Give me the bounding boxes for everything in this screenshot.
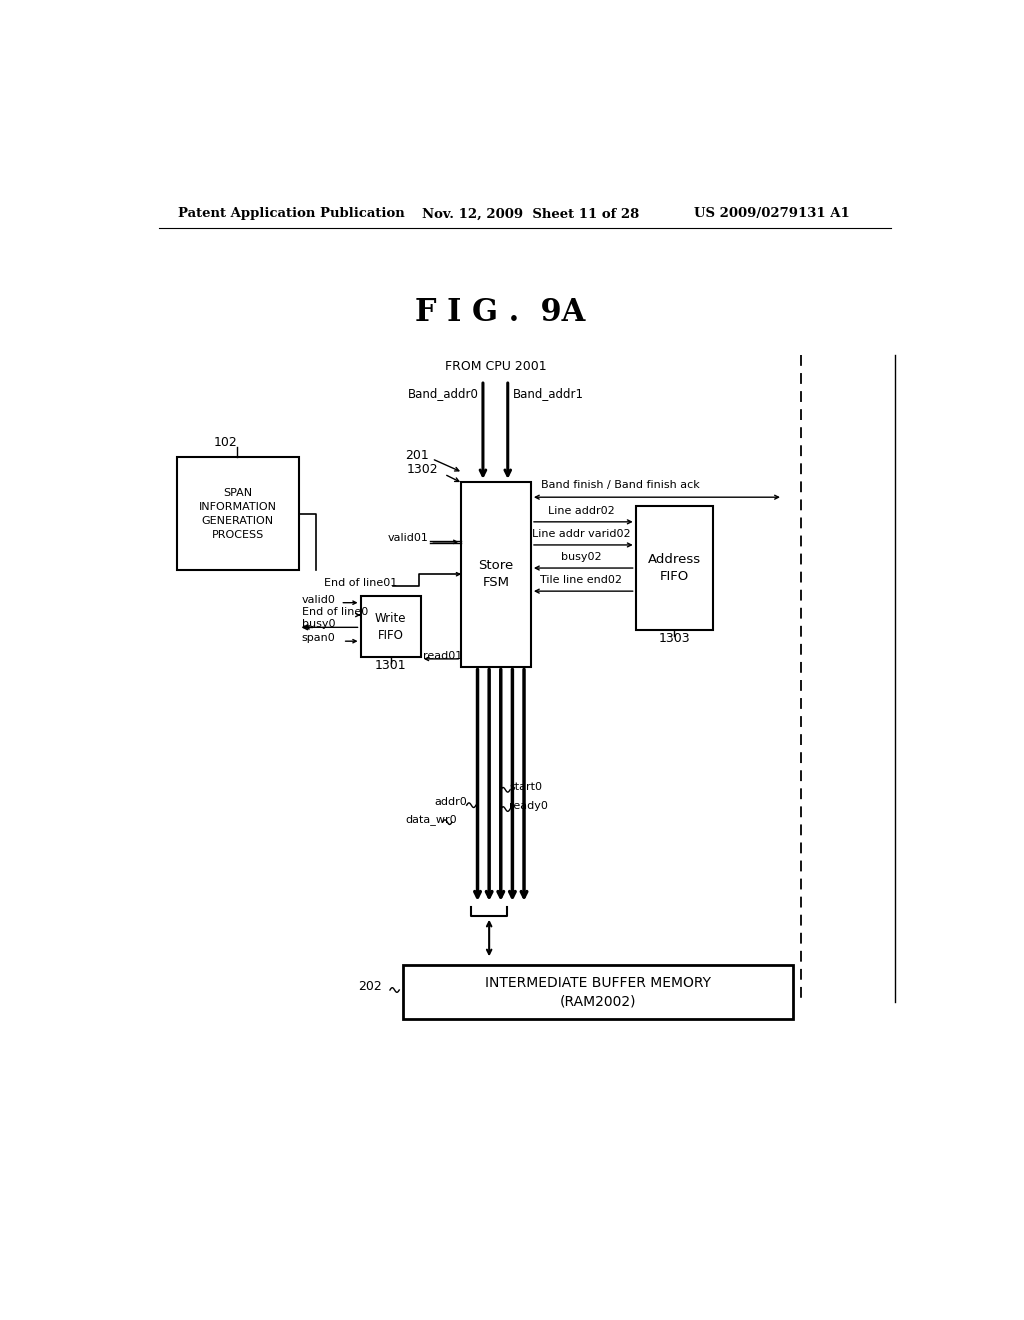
Text: start0: start0 <box>509 781 543 792</box>
Text: busy02: busy02 <box>561 552 602 562</box>
Text: F I G .  9A: F I G . 9A <box>415 297 585 327</box>
Text: Write
FIFO: Write FIFO <box>375 611 407 642</box>
Text: 202: 202 <box>358 979 382 993</box>
Text: 1303: 1303 <box>658 632 690 645</box>
Text: data_wr0: data_wr0 <box>406 814 457 825</box>
FancyBboxPatch shape <box>403 965 793 1019</box>
FancyBboxPatch shape <box>177 457 299 570</box>
Text: US 2009/0279131 A1: US 2009/0279131 A1 <box>693 207 850 220</box>
Text: FROM CPU 2001: FROM CPU 2001 <box>445 360 547 374</box>
FancyBboxPatch shape <box>636 507 713 631</box>
Text: Band finish / Band finish ack: Band finish / Band finish ack <box>541 480 699 490</box>
Text: INTERMEDIATE BUFFER MEMORY
(RAM2002): INTERMEDIATE BUFFER MEMORY (RAM2002) <box>485 975 711 1008</box>
Text: Line addr02: Line addr02 <box>548 506 614 516</box>
Text: Band_addr0: Band_addr0 <box>408 387 478 400</box>
Text: 1302: 1302 <box>407 462 438 475</box>
Text: 1301: 1301 <box>375 659 407 672</box>
Text: Address
FIFO: Address FIFO <box>648 553 701 583</box>
Text: End of line0: End of line0 <box>302 607 368 616</box>
Text: 102: 102 <box>213 436 237 449</box>
Text: read01: read01 <box>423 651 463 661</box>
FancyBboxPatch shape <box>461 482 531 667</box>
Text: busy0: busy0 <box>302 619 335 630</box>
Text: Tile line end02: Tile line end02 <box>541 576 623 586</box>
Text: 201: 201 <box>404 449 429 462</box>
Text: Store
FSM: Store FSM <box>478 560 514 589</box>
Text: ready0: ready0 <box>509 801 548 810</box>
Text: SPAN
INFORMATION
GENERATION
PROCESS: SPAN INFORMATION GENERATION PROCESS <box>199 488 276 540</box>
Text: Patent Application Publication: Patent Application Publication <box>178 207 406 220</box>
FancyBboxPatch shape <box>360 595 421 657</box>
Text: valid01: valid01 <box>388 533 429 543</box>
Text: End of line01: End of line01 <box>324 578 397 587</box>
Text: valid0: valid0 <box>302 595 336 605</box>
Text: Nov. 12, 2009  Sheet 11 of 28: Nov. 12, 2009 Sheet 11 of 28 <box>423 207 640 220</box>
Text: Line addr varid02: Line addr varid02 <box>532 529 631 540</box>
Text: span0: span0 <box>302 634 335 643</box>
Text: Band_addr1: Band_addr1 <box>512 387 584 400</box>
Text: addr0: addr0 <box>435 797 467 808</box>
